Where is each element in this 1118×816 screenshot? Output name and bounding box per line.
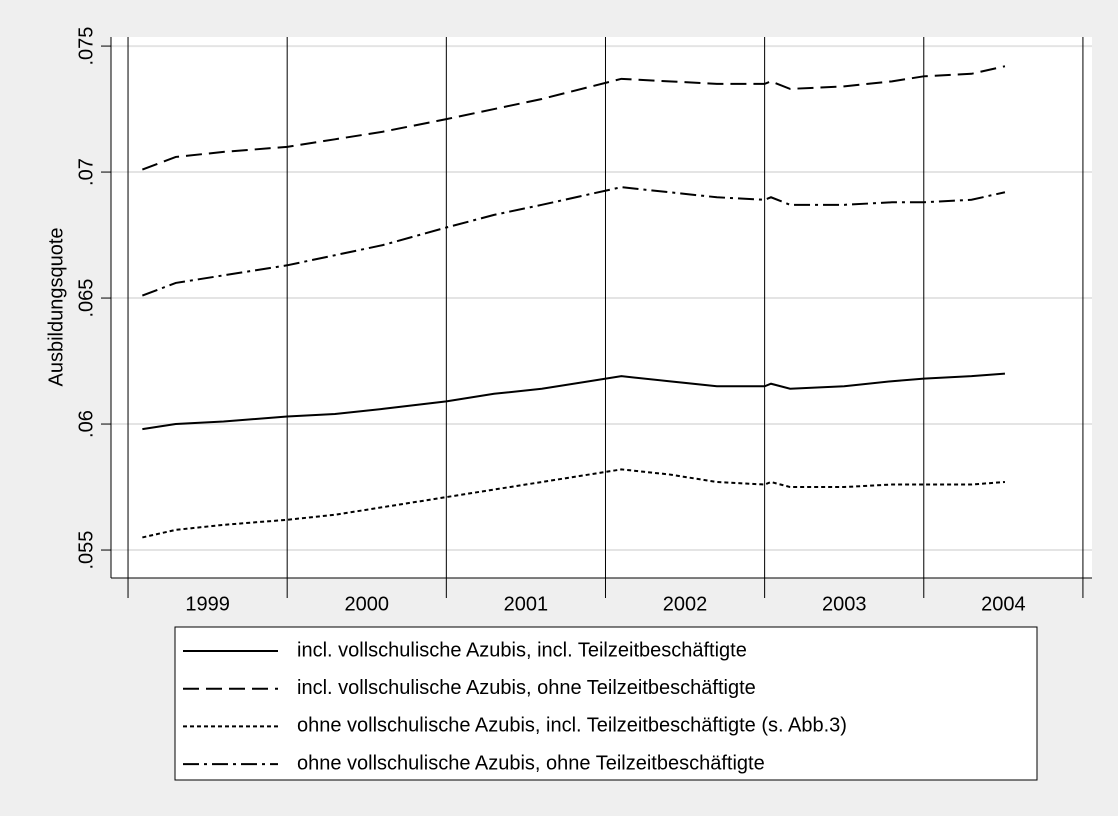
legend-label: ohne vollschulische Azubis, incl. Teilze… — [297, 715, 847, 737]
series-line — [142, 372, 1006, 431]
y-axis-label: Ausbildungsquote — [45, 227, 67, 386]
x-tick-label: 2004 — [981, 593, 1026, 615]
x-tick-label: 2000 — [345, 593, 390, 615]
y-tick-label: .065 — [75, 279, 97, 318]
y-tick-label: .06 — [75, 410, 97, 438]
y-tick-label: .055 — [75, 531, 97, 570]
legend-label: ohne vollschulische Azubis, ohne Teilzei… — [297, 752, 765, 774]
x-tick-label: 2003 — [822, 593, 867, 615]
legend — [174, 626, 1038, 781]
y-tick-label: .07 — [75, 158, 97, 186]
x-tick-label: 1999 — [185, 593, 230, 615]
series-line — [142, 186, 1006, 297]
y-tick-label: .075 — [75, 27, 97, 66]
series-line — [142, 468, 1006, 539]
legend-label: incl. vollschulische Azubis, incl. Teilz… — [297, 639, 747, 661]
x-tick-label: 2002 — [663, 593, 708, 615]
legend-label: incl. vollschulische Azubis, ohne Teilze… — [297, 677, 756, 699]
plot-area — [111, 37, 1092, 578]
series-line — [142, 65, 1006, 171]
x-tick-label: 2001 — [504, 593, 549, 615]
